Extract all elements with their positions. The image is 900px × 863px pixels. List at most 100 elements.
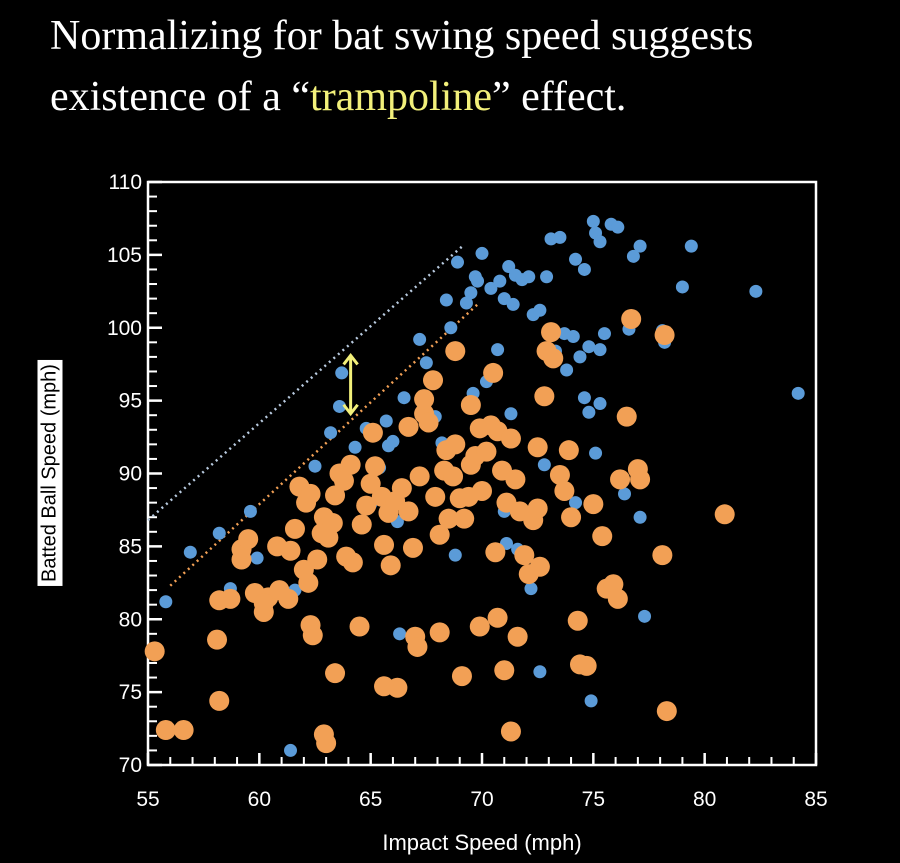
orange-data-point — [621, 309, 642, 330]
orange-data-point — [576, 655, 597, 676]
orange-data-point — [451, 666, 472, 687]
blue-data-point — [413, 332, 427, 346]
blue-data-point — [577, 391, 591, 405]
blue-data-point — [439, 293, 453, 307]
blue-data-point — [566, 329, 580, 343]
orange-data-point — [445, 341, 466, 362]
blue-data-point — [569, 496, 583, 510]
title-line-2-prefix: existence of a “ — [50, 74, 311, 120]
orange-data-point — [307, 549, 328, 570]
y-tick-label: 70 — [119, 754, 142, 777]
orange-data-point — [460, 394, 481, 415]
blue-data-point — [491, 343, 505, 357]
orange-data-point — [302, 625, 323, 646]
blue-data-point — [584, 694, 598, 708]
blue-data-point — [533, 303, 547, 317]
orange-data-point — [483, 362, 504, 383]
blue-data-point — [597, 327, 611, 341]
blue-data-point — [540, 270, 554, 284]
orange-data-point — [362, 422, 383, 443]
blue-data-point — [533, 665, 547, 679]
title-line-2-suffix: ” effect. — [491, 74, 627, 120]
y-tick-label: 85 — [119, 535, 142, 558]
blue-data-point — [464, 286, 478, 300]
blue-data-point — [633, 239, 647, 253]
orange-data-point — [351, 514, 372, 535]
blue-data-point — [335, 366, 349, 380]
blue-data-point — [582, 340, 596, 354]
blue-data-point — [577, 262, 591, 276]
orange-data-point — [298, 572, 319, 593]
blue-data-point — [386, 434, 400, 448]
blue-data-point — [451, 255, 465, 269]
orange-data-point — [155, 720, 176, 741]
y-tick-label: 95 — [119, 390, 142, 413]
blue-data-point — [324, 426, 338, 440]
y-tick-label: 75 — [119, 681, 142, 704]
title-highlight-word: trampoline — [310, 74, 492, 120]
orange-data-point — [425, 486, 446, 507]
blue-data-point — [593, 397, 607, 411]
data-points — [144, 214, 805, 757]
orange-data-point — [278, 588, 299, 609]
orange-data-point — [398, 416, 419, 437]
orange-data-point — [472, 480, 492, 501]
orange-data-point — [325, 663, 346, 684]
x-tick-label: 70 — [470, 788, 493, 811]
orange-data-point — [514, 545, 535, 566]
orange-data-point — [652, 545, 673, 566]
orange-data-point — [469, 616, 490, 637]
blue-data-point — [791, 386, 805, 400]
arrow-head-down — [342, 403, 359, 417]
blue-data-point — [537, 458, 551, 472]
blue-data-point — [586, 214, 600, 228]
blue-data-point — [471, 274, 485, 288]
blue-data-point — [504, 407, 518, 421]
orange-data-point — [402, 537, 423, 558]
orange-data-point — [583, 494, 604, 515]
orange-data-point — [454, 508, 475, 529]
blue-data-point — [484, 281, 498, 295]
orange-data-point — [414, 389, 435, 410]
x-tick-label: 80 — [693, 788, 716, 811]
orange-data-point — [322, 513, 343, 534]
orange-data-point — [253, 593, 274, 614]
x-tick-label: 75 — [582, 788, 605, 811]
orange-data-point — [527, 437, 548, 458]
orange-data-point — [630, 469, 651, 490]
orange-data-point — [284, 518, 305, 539]
blue-data-point — [332, 399, 346, 413]
orange-data-point — [380, 555, 401, 576]
orange-data-point — [398, 501, 419, 522]
orange-data-point — [485, 542, 506, 563]
blue-data-point — [560, 363, 574, 377]
blue-data-point — [593, 343, 607, 357]
blue-data-point — [444, 321, 458, 335]
x-axis-label: Impact Speed (mph) — [382, 830, 582, 855]
orange-data-point — [610, 469, 631, 490]
blue-data-point — [308, 459, 322, 473]
orange-data-point — [238, 529, 259, 550]
orange-data-point — [558, 440, 579, 461]
y-axis-label-box: Batted Ball Speed (mph) — [36, 313, 64, 633]
y-axis-label: Batted Ball Speed (mph) — [37, 360, 63, 586]
blue-data-point — [397, 391, 411, 405]
orange-data-point — [407, 636, 428, 657]
orange-data-point — [300, 483, 321, 504]
blue-data-point — [569, 252, 583, 266]
boundary-lines — [147, 243, 479, 587]
orange-data-point — [209, 590, 230, 611]
orange-data-point — [494, 660, 515, 681]
orange-data-point — [325, 485, 346, 506]
orange-data-point — [423, 370, 444, 391]
orange-data-point — [333, 470, 354, 491]
plot-frame — [146, 180, 818, 767]
blue-data-point — [626, 249, 640, 263]
trampoline-arrow — [342, 352, 359, 417]
orange-data-point — [500, 428, 521, 449]
orange-data-point — [409, 466, 430, 487]
orange-data-point — [656, 701, 677, 722]
slide-title: Normalizing for bat swing speed suggests… — [50, 6, 890, 128]
blue-data-point — [522, 270, 536, 284]
